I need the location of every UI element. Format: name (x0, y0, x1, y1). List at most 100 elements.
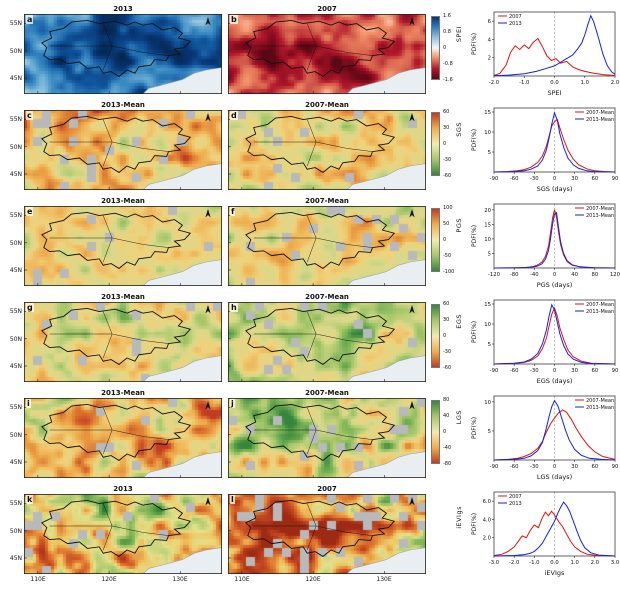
colorbar-spei: 1.6 0.8 0 -0.8 -1.6 SPEI (428, 12, 470, 96)
map-title: 2013 (113, 485, 133, 493)
svg-text:SGS (days): SGS (days) (537, 185, 573, 193)
svg-text:2007: 2007 (509, 14, 522, 20)
colorbar-tick-label: 30 (443, 125, 450, 131)
lat-label: 55N (9, 20, 22, 27)
svg-text:PDF(%): PDF(%) (471, 321, 478, 343)
svg-text:5: 5 (488, 251, 491, 257)
colorbar-title: iEVIgs (455, 506, 463, 529)
panel-letter: l (230, 495, 235, 504)
svg-text:30: 30 (571, 176, 578, 182)
pdf-plot-pgs: -120 -80 -40 0 40 80 120 5 10 15 20 PDF(%) PGS (days… (470, 196, 620, 290)
lat-label: 50N (9, 528, 22, 535)
row-lgs: 55N 50N 45N 2013-Mean i 2007-Mean j 80 40… (0, 388, 620, 484)
colorbar-tick-label: 0 (443, 45, 447, 51)
svg-text:80: 80 (591, 272, 598, 278)
colorbar-gradient (431, 208, 440, 272)
svg-text:-30: -30 (530, 368, 539, 374)
svg-text:2007-Mean: 2007-Mean (586, 302, 614, 308)
colorbar-tick-label: -40 (443, 445, 452, 451)
svg-text:PDF(%): PDF(%) (471, 513, 478, 535)
svg-text:3.0: 3.0 (611, 560, 620, 566)
map-panel-l: l (228, 494, 426, 574)
svg-text:10: 10 (484, 130, 491, 136)
svg-text:1.0: 1.0 (581, 80, 590, 86)
lat-axis-labels: 55N 50N 45N (0, 100, 24, 196)
panel-letter: a (26, 15, 34, 24)
svg-text:0: 0 (553, 464, 557, 470)
svg-text:-3.0: -3.0 (489, 560, 500, 566)
lat-label: 45N (9, 171, 22, 178)
pdf-plot-lgs: -90 -60 -30 0 30 60 90 5 10 PDF(%) LGS (days) 2007-… (470, 388, 620, 482)
colorbar-gradient (431, 400, 440, 464)
lat-label: 45N (9, 267, 22, 274)
colorbar-lgs: 80 40 0 -40 -80 LGS (428, 396, 470, 480)
panel-letter: b (230, 15, 238, 24)
svg-text:2007: 2007 (509, 494, 522, 500)
svg-text:4.0: 4.0 (483, 517, 492, 523)
colorbar-tick-label: -30 (443, 349, 452, 355)
colorbar-tick-label: -30 (443, 157, 452, 163)
colorbar-tick-label: 0 (443, 237, 447, 243)
svg-text:90: 90 (612, 464, 619, 470)
lon-label: 120E (305, 576, 321, 583)
pdf-plot-spei: -2.0 -1.0 0.0 1.0 2.0 2 4 6 PDF(%) SPEI 2007 2013 (470, 4, 620, 98)
map-panel-f: f (228, 206, 426, 286)
lat-label: 50N (9, 240, 22, 247)
lat-label: 50N (9, 336, 22, 343)
pdf-plot-sgs: -90 -60 -30 0 30 60 90 5 10 15 PDF(%) SGS (days) 200… (470, 100, 620, 194)
svg-text:4: 4 (488, 37, 492, 43)
svg-text:5: 5 (488, 429, 491, 435)
svg-text:0.0: 0.0 (550, 560, 559, 566)
svg-text:PGS (days): PGS (days) (537, 281, 573, 289)
svg-text:-80: -80 (510, 272, 519, 278)
map-panel-b: b (228, 14, 426, 94)
colorbar-title: SPEI (455, 26, 463, 43)
lon-label: 120E (101, 576, 117, 583)
lat-label: 55N (9, 212, 22, 219)
colorbar-title: PGS (455, 218, 463, 233)
colorbar-tick-label: 0 (443, 429, 447, 435)
colorbar-title: EGS (455, 314, 463, 329)
svg-text:60: 60 (591, 464, 598, 470)
svg-text:2.0: 2.0 (483, 536, 492, 542)
lat-label: 45N (9, 75, 22, 82)
lat-label: 45N (9, 459, 22, 466)
svg-text:iEVIgs: iEVIgs (545, 569, 565, 577)
svg-text:-30: -30 (530, 176, 539, 182)
colorbar-gradient (431, 112, 440, 176)
row-egs: 55N 50N 45N 2013-Mean g 2007-Mean h 60 30… (0, 292, 620, 388)
lat-axis-labels: 55N 50N 45N (0, 196, 24, 292)
map-panel-g: g (24, 302, 222, 382)
svg-text:PDF(%): PDF(%) (471, 33, 478, 55)
map-title: 2007 (317, 5, 337, 13)
svg-text:2013-Mean: 2013-Mean (586, 309, 614, 315)
svg-text:60: 60 (591, 368, 598, 374)
colorbar-tick-label: 0 (443, 141, 447, 147)
map-panel-d: d (228, 110, 426, 190)
lat-axis-labels: 55N 50N 45N (0, 4, 24, 100)
svg-text:2: 2 (488, 56, 491, 62)
map-panel-k: k (24, 494, 222, 574)
svg-text:SPEI: SPEI (547, 89, 561, 97)
svg-text:10: 10 (484, 237, 491, 243)
lon-label: 130E (172, 576, 188, 583)
lat-label: 50N (9, 144, 22, 151)
lat-label: 55N (9, 500, 22, 507)
colorbar-tick-label: 30 (443, 317, 450, 323)
svg-text:LGS (days): LGS (days) (537, 473, 572, 481)
svg-text:10: 10 (484, 322, 491, 328)
map-title: 2013 (113, 5, 133, 13)
svg-text:60: 60 (591, 176, 598, 182)
svg-text:5: 5 (488, 150, 491, 156)
lat-label: 55N (9, 308, 22, 315)
svg-text:15: 15 (484, 302, 491, 308)
map-title: 2013-Mean (101, 293, 145, 301)
map-panel-e: e (24, 206, 222, 286)
map-panel-h: h (228, 302, 426, 382)
colorbar-tick-label: -60 (443, 365, 452, 371)
panel-letter: i (26, 399, 31, 408)
map-panel-c: c (24, 110, 222, 190)
panel-letter: h (230, 303, 238, 312)
map-title: 2007 (317, 485, 337, 493)
lat-axis-labels: 55N 50N 45N (0, 388, 24, 484)
